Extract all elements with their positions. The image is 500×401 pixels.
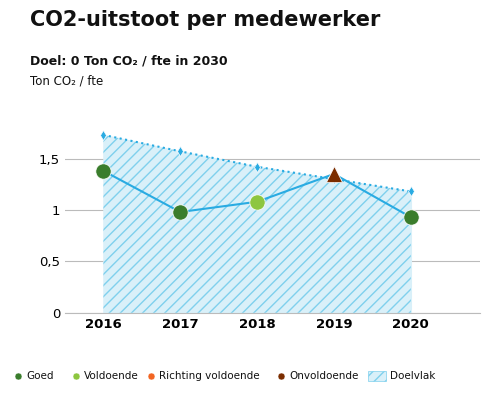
- Text: Voldoende: Voldoende: [84, 371, 139, 381]
- Text: Doel: 0 Ton CO₂ / fte in 2030: Doel: 0 Ton CO₂ / fte in 2030: [30, 54, 228, 67]
- Text: Richting voldoende: Richting voldoende: [159, 371, 260, 381]
- Text: Doelvlak: Doelvlak: [390, 371, 436, 381]
- Text: Onvoldoende: Onvoldoende: [289, 371, 358, 381]
- FancyBboxPatch shape: [368, 371, 386, 381]
- Text: Goed: Goed: [26, 371, 54, 381]
- Text: Ton CO₂ / fte: Ton CO₂ / fte: [30, 74, 104, 87]
- Text: CO2-uitstoot per medewerker: CO2-uitstoot per medewerker: [30, 10, 381, 30]
